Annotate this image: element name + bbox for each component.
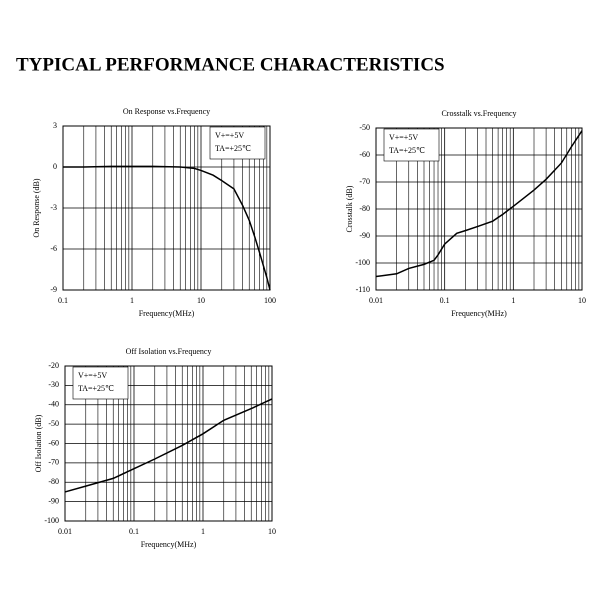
annotation-box bbox=[72, 366, 129, 400]
y-tick-label: -80 bbox=[48, 477, 59, 486]
y-tick-label: -70 bbox=[359, 177, 370, 186]
y-axis-label: Off Isolation (dB) bbox=[34, 414, 43, 472]
y-axis-label: Crosstalk (dB) bbox=[345, 185, 354, 232]
x-tick-label: 0.1 bbox=[129, 527, 139, 536]
y-tick-label: -90 bbox=[359, 231, 370, 240]
plot-frame bbox=[62, 125, 271, 291]
y-tick-label: -90 bbox=[48, 496, 59, 505]
x-tick-label: 10 bbox=[578, 296, 586, 305]
annotation: TA=+25℃ bbox=[389, 146, 425, 155]
x-tick-label: 0.1 bbox=[440, 296, 450, 305]
data-line bbox=[375, 130, 583, 278]
annotation: V+=+5V bbox=[215, 131, 244, 140]
y-tick-label: -60 bbox=[48, 438, 59, 447]
y-tick-label: -100 bbox=[355, 258, 370, 267]
data-line bbox=[64, 398, 273, 493]
x-tick-label: 10 bbox=[197, 296, 205, 305]
y-tick-label: -60 bbox=[359, 150, 370, 159]
annotation: TA=+25℃ bbox=[215, 144, 251, 153]
y-tick-label: -3 bbox=[50, 203, 57, 212]
annotation: TA=+25℃ bbox=[78, 384, 114, 393]
y-tick-label: -110 bbox=[356, 285, 370, 294]
y-tick-label: -30 bbox=[48, 380, 59, 389]
x-tick-label: 1 bbox=[201, 527, 205, 536]
annotation: V+=+5V bbox=[389, 133, 418, 142]
chart-title: Crosstalk vs.Frequency bbox=[441, 109, 516, 118]
y-tick-label: -6 bbox=[50, 244, 57, 253]
y-tick-label: -40 bbox=[48, 400, 59, 409]
annotation-box bbox=[383, 128, 440, 162]
y-tick-label: -9 bbox=[50, 285, 57, 294]
y-tick-label: -20 bbox=[48, 361, 59, 370]
x-tick-label: 10 bbox=[268, 527, 276, 536]
plot-frame bbox=[375, 127, 583, 291]
annotation-box bbox=[209, 126, 266, 160]
plot-frame bbox=[64, 365, 273, 522]
y-tick-label: -80 bbox=[359, 204, 370, 213]
x-axis-label: Frequency(MHz) bbox=[139, 309, 195, 318]
annotation: V+=+5V bbox=[78, 371, 107, 380]
chart-title: On Response vs.Frequency bbox=[123, 107, 210, 116]
x-tick-label: 0.1 bbox=[58, 296, 68, 305]
y-tick-label: 3 bbox=[53, 121, 57, 130]
chart-title: Off Isolation vs.Frequency bbox=[126, 347, 212, 356]
y-axis-label: On Response (dB) bbox=[32, 178, 41, 237]
x-tick-label: 1 bbox=[511, 296, 515, 305]
x-tick-label: 0.01 bbox=[369, 296, 383, 305]
y-tick-label: -70 bbox=[48, 458, 59, 467]
x-tick-label: 1 bbox=[130, 296, 134, 305]
data-line bbox=[63, 165, 271, 291]
y-tick-label: -50 bbox=[359, 123, 370, 132]
x-tick-label: 0.01 bbox=[58, 527, 72, 536]
x-tick-label: 100 bbox=[264, 296, 276, 305]
x-axis-label: Frequency(MHz) bbox=[451, 309, 507, 318]
page-title: TYPICAL PERFORMANCE CHARACTERISTICS bbox=[16, 54, 445, 75]
y-tick-label: 0 bbox=[53, 162, 57, 171]
x-axis-label: Frequency(MHz) bbox=[141, 540, 197, 549]
y-tick-label: -100 bbox=[44, 516, 59, 525]
y-tick-label: -50 bbox=[48, 419, 59, 428]
